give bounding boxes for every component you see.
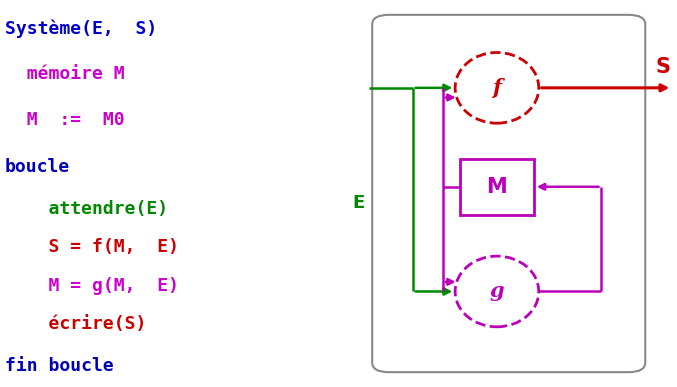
Text: fin boucle: fin boucle [5,358,114,375]
Text: mémoire M: mémoire M [5,65,125,83]
Text: M  :=  M0: M := M0 [5,111,125,130]
Ellipse shape [455,256,539,327]
Text: g: g [489,281,504,301]
Text: Système(E,  S): Système(E, S) [5,19,157,38]
Text: S: S [655,57,670,77]
Text: M: M [487,177,507,197]
Text: écrire(S): écrire(S) [5,315,146,333]
Text: boucle: boucle [5,158,70,176]
Ellipse shape [455,53,539,123]
FancyBboxPatch shape [372,15,645,372]
Text: f: f [492,78,502,98]
Text: E: E [353,194,365,212]
FancyBboxPatch shape [460,159,534,215]
Text: M = g(M,  E): M = g(M, E) [5,277,179,295]
Text: attendre(E): attendre(E) [5,200,168,218]
Text: S = f(M,  E): S = f(M, E) [5,238,179,256]
